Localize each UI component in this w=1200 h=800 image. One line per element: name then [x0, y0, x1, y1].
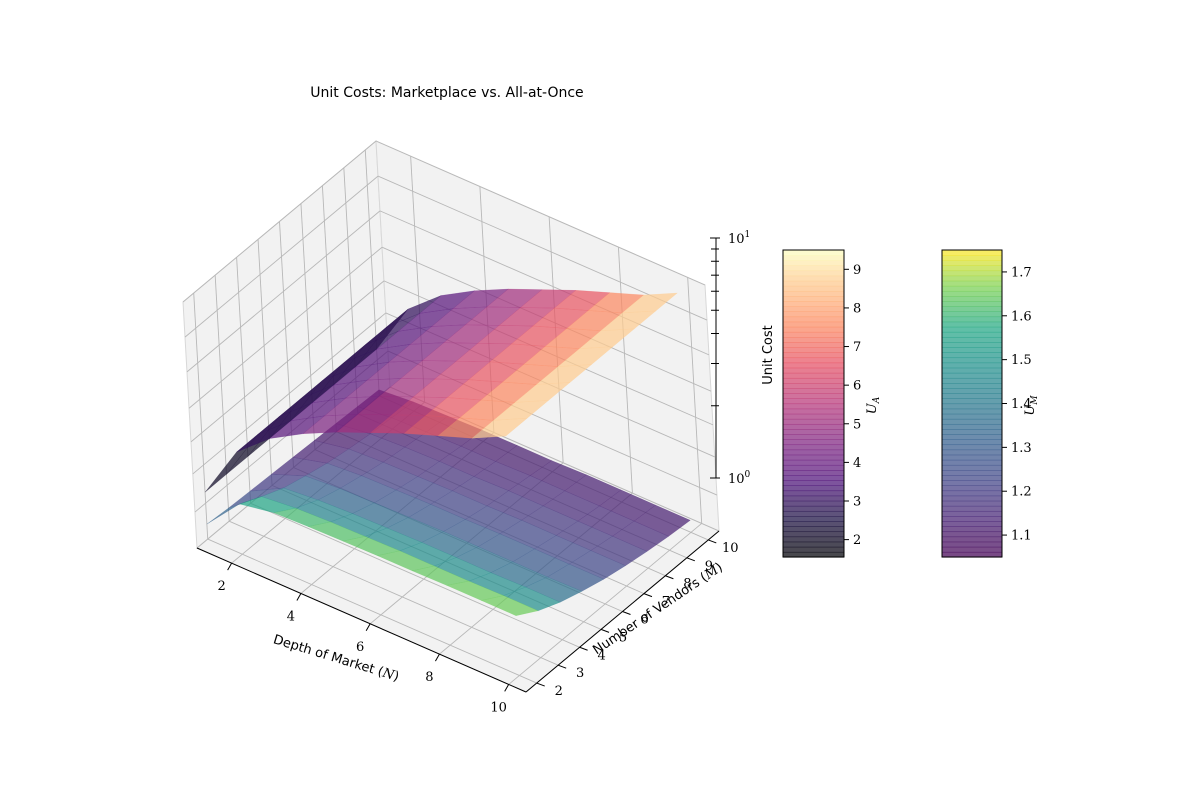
surface-ua-cell [621, 292, 679, 314]
z-tick-label: 100 [728, 470, 751, 487]
surface-ua-cell [492, 400, 550, 421]
x-tick [296, 593, 302, 601]
x-tick [227, 562, 233, 571]
y-tick [643, 593, 653, 598]
grid-z-back [379, 210, 710, 356]
y-tick-label: 9 [705, 559, 713, 574]
x-axis-label: Depth of Market (N) [271, 632, 400, 685]
colorbar-frame [782, 249, 845, 558]
grid-z-left [190, 280, 385, 443]
grid-z-left [188, 246, 383, 409]
y-tick [665, 575, 674, 580]
y-tick-label: 10 [722, 541, 739, 556]
z-axis-label: Unit Cost [761, 325, 776, 385]
x-tick-label: 2 [217, 579, 225, 594]
colorbar-tick-label: 7 [853, 340, 861, 355]
x-tick-label: 8 [425, 670, 433, 685]
surface-um-cell [480, 595, 540, 616]
colorbar-ua: 2 3 4 5 6 7 8 9 UA Unit Cost [761, 249, 882, 558]
y-tick [600, 628, 610, 633]
x-axis-line [196, 547, 527, 693]
x-tick [434, 653, 440, 662]
colorbar-tick-label: 1.4 [1011, 397, 1032, 412]
colorbar-label: UA [865, 396, 882, 414]
x-tick-label: 4 [287, 609, 295, 624]
y-tick-label: 7 [662, 595, 670, 610]
x-tick [365, 623, 371, 632]
y-tick-label: 2 [555, 684, 563, 699]
surface-ua-cell [600, 310, 657, 332]
colorbars: 2 3 4 5 6 7 8 9 UA Unit Cost 1.1 1.2 1.3 1.4 1.5 1.6 1.7… [761, 249, 1040, 558]
grid-x-back [687, 277, 703, 524]
colorbar-um: 1.1 1.2 1.3 1.4 1.5 1.6 1.7 UM [941, 249, 1040, 558]
colorbar-label: UM [1023, 395, 1040, 416]
x-tick [504, 684, 510, 692]
surface-ua-cell [471, 417, 528, 439]
y-tick [686, 557, 696, 562]
grid-y-left [236, 257, 252, 504]
grid-z-back [375, 140, 706, 286]
grid-y-floor [250, 502, 580, 648]
y-tick [622, 611, 631, 615]
colorbar-tick-label: 1.6 [1011, 309, 1032, 324]
grid-x-back [617, 247, 633, 494]
y-tick [557, 664, 567, 669]
grid-z-left [184, 175, 379, 338]
y-tick [579, 646, 588, 651]
grid-y-left [193, 293, 209, 540]
colorbar-tick-label: 9 [853, 263, 861, 278]
grid-y-left [214, 275, 230, 522]
grid-y-floor [228, 520, 559, 666]
colorbar-tick-label: 1.3 [1011, 441, 1032, 456]
z-tick-label: 101 [728, 230, 750, 247]
x-tick-label: 6 [356, 640, 364, 655]
colorbar-tick-label: 5 [853, 417, 861, 432]
y-tick-label: 8 [683, 577, 691, 592]
grid-z-left [192, 312, 387, 475]
colorbar-tick-label: 6 [853, 379, 861, 394]
x-tick-label: 10 [490, 700, 507, 715]
y-tick [536, 682, 545, 687]
grid-y-floor [207, 538, 537, 684]
y-tick-label: 6 [640, 613, 648, 628]
colorbar-tick-label: 1.2 [1011, 485, 1032, 500]
colorbar-tick-label: 3 [853, 495, 861, 510]
chart-title: Unit Costs: Marketplace vs. All-at-Once [310, 85, 583, 101]
colorbar-tick-label: 1.1 [1011, 529, 1032, 544]
y-tick-label: 3 [576, 666, 584, 681]
surfaces [204, 288, 691, 616]
y-tick [708, 539, 717, 544]
colorbar-tick-label: 4 [853, 456, 861, 471]
colorbar-tick-label: 8 [853, 301, 861, 316]
grid-z-left [182, 140, 377, 303]
grid-y-left [257, 239, 273, 486]
colorbar-tick-label: 1.5 [1011, 353, 1032, 368]
colorbar-tick-label: 2 [853, 533, 861, 548]
colorbar-tick-label: 1.7 [1011, 265, 1032, 280]
y-tick-label: 5 [619, 630, 627, 645]
y-tick-label: 4 [597, 648, 605, 663]
grid-z-left [186, 210, 381, 373]
